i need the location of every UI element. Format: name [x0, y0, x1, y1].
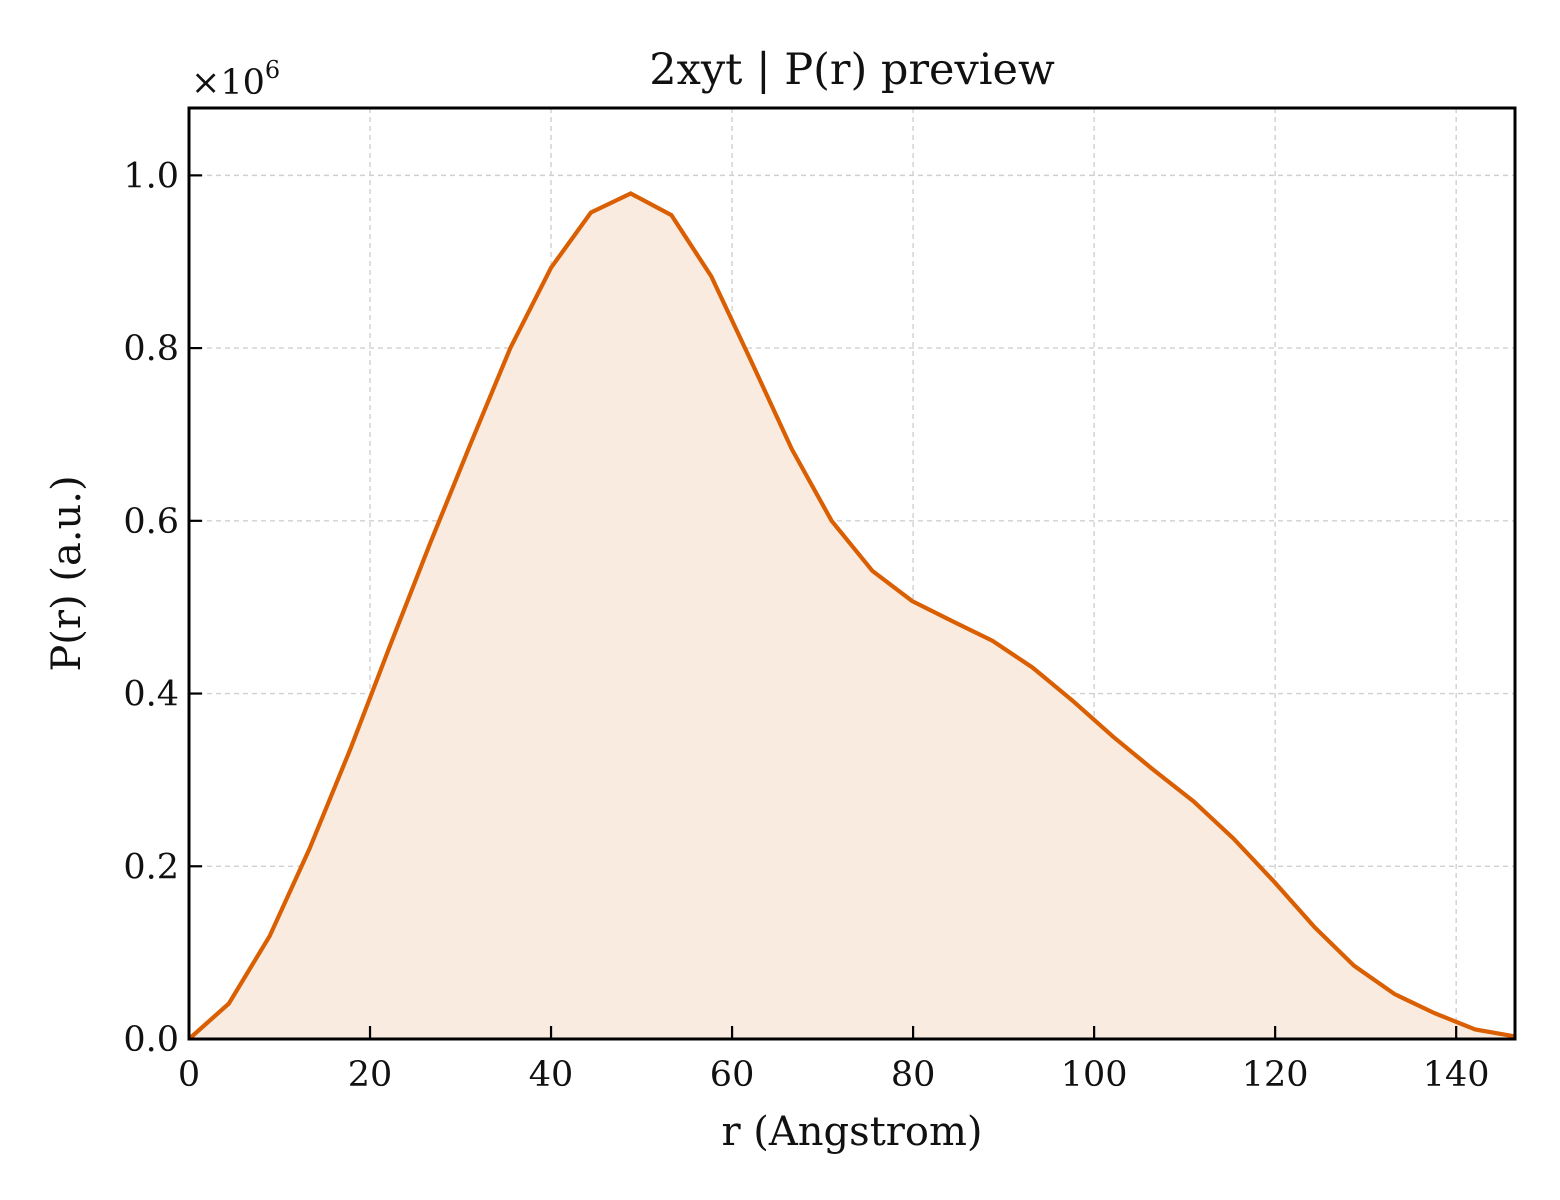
- y-tick-label: 0.8: [123, 329, 179, 369]
- plot-frame: [187, 106, 1517, 1041]
- x-tick-label: 120: [1242, 1055, 1309, 1095]
- y-tick-label: 0.2: [123, 847, 179, 887]
- chart-title: 2xyt | P(r) preview: [649, 45, 1055, 95]
- y-tick-label: 1.0: [123, 156, 179, 196]
- x-tick-label: 80: [891, 1055, 936, 1095]
- y-tick-label: 0.6: [123, 502, 179, 542]
- y-scale-exponent: 6: [265, 56, 280, 84]
- axis-ticks: [187, 174, 1458, 1041]
- y-tick-label: 0.4: [123, 675, 179, 715]
- y-axis-label: P(r) (a.u.): [44, 475, 90, 671]
- y-axis-scale-factor: ×106: [191, 56, 280, 103]
- x-axis-label: r (Angstrom): [721, 1109, 982, 1155]
- y-scale-base: ×10: [191, 63, 265, 103]
- pr-area-fill: [189, 193, 1515, 1039]
- x-tick-label: 40: [529, 1055, 574, 1095]
- x-tick-label: 20: [348, 1055, 393, 1095]
- x-tick-label: 60: [710, 1055, 755, 1095]
- x-tick-label: 100: [1061, 1055, 1128, 1095]
- y-tick-label: 0.0: [123, 1020, 179, 1060]
- pr-series-line: [187, 191, 1516, 1041]
- x-tick-label: 0: [178, 1055, 200, 1095]
- x-tick-label: 140: [1423, 1055, 1490, 1095]
